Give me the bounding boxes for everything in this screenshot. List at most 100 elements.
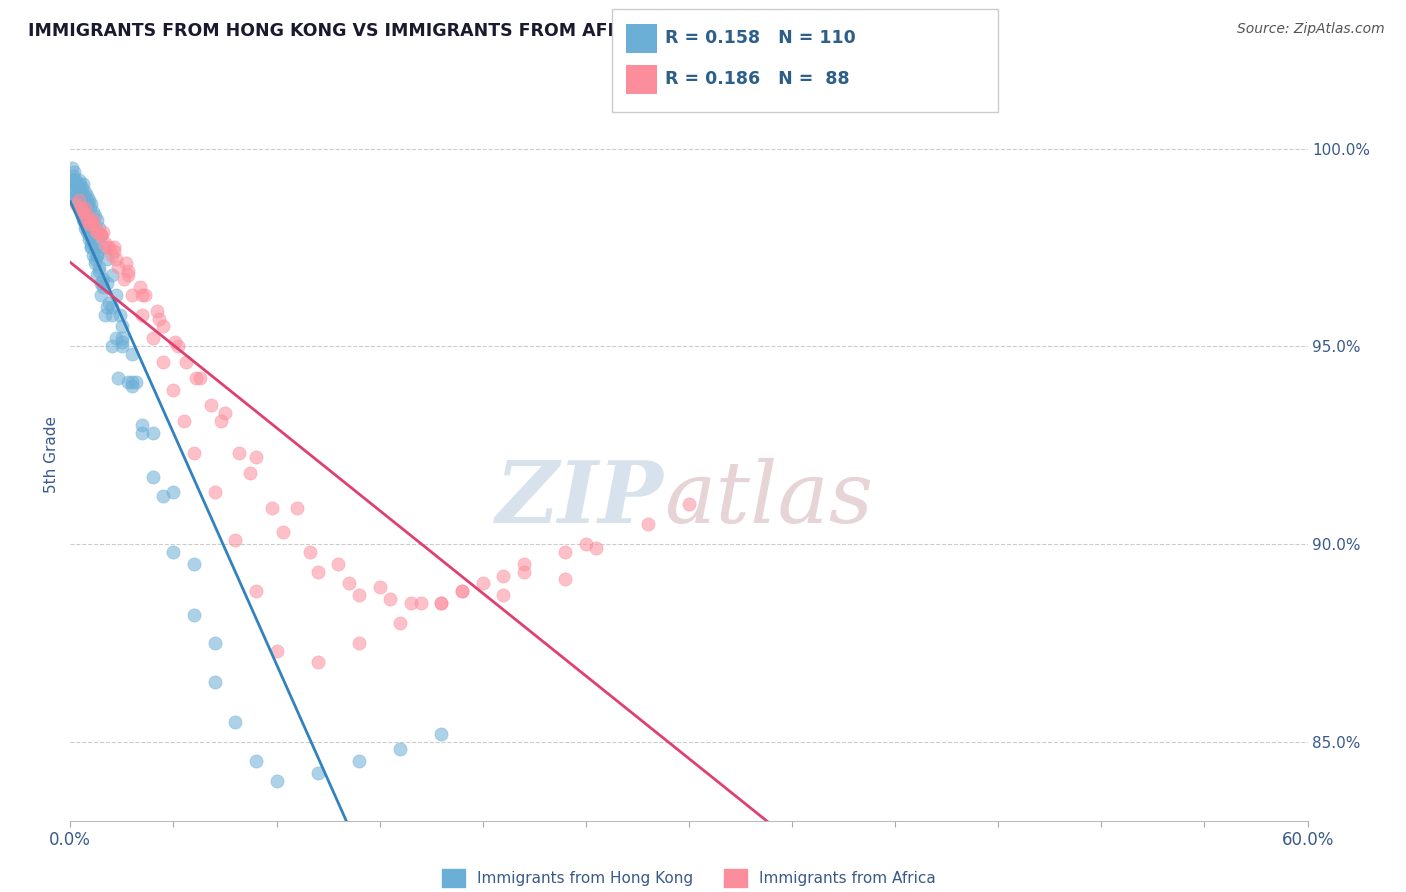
Point: [131, 418, 153, 433]
Point: [72, 177, 94, 191]
Point: [585, 541, 607, 555]
Point: [65, 173, 87, 187]
Text: ZIP: ZIP: [496, 457, 664, 541]
Point: [285, 501, 308, 516]
Point: [347, 588, 370, 602]
Point: [80, 225, 103, 239]
Point: [79, 201, 101, 215]
Point: [66, 181, 89, 195]
Point: [76, 197, 98, 211]
Point: [131, 308, 153, 322]
Point: [69, 201, 91, 215]
Point: [86, 225, 108, 239]
Point: [89, 220, 111, 235]
Point: [471, 576, 494, 591]
Point: [69, 185, 91, 199]
Point: [84, 220, 107, 235]
Text: IMMIGRANTS FROM HONG KONG VS IMMIGRANTS FROM AFRICA 5TH GRADE CORRELATION CHART: IMMIGRANTS FROM HONG KONG VS IMMIGRANTS …: [28, 22, 987, 40]
Point: [60, 161, 83, 176]
Point: [307, 565, 329, 579]
Point: [90, 228, 112, 243]
Point: [204, 636, 226, 650]
Point: [77, 193, 100, 207]
Point: [162, 383, 184, 397]
Point: [575, 537, 598, 551]
Point: [142, 331, 165, 345]
Point: [65, 193, 87, 207]
Point: [637, 517, 659, 532]
Point: [307, 766, 329, 780]
Point: [173, 414, 195, 428]
Point: [84, 209, 107, 223]
Point: [337, 576, 360, 591]
Point: [399, 596, 422, 610]
Point: [67, 197, 90, 211]
Point: [111, 339, 134, 353]
Point: [298, 545, 321, 559]
Point: [73, 212, 96, 227]
Point: [204, 675, 226, 690]
Text: R = 0.158   N = 110: R = 0.158 N = 110: [665, 29, 856, 47]
Point: [678, 497, 700, 511]
Point: [266, 643, 288, 657]
Point: [430, 726, 453, 740]
Point: [89, 260, 111, 274]
Point: [148, 311, 170, 326]
Point: [146, 303, 169, 318]
Point: [117, 268, 139, 282]
Point: [328, 557, 350, 571]
Point: [86, 212, 108, 227]
Point: [80, 236, 103, 251]
Point: [80, 228, 103, 243]
Point: [266, 774, 288, 789]
Point: [90, 287, 112, 301]
Point: [80, 240, 103, 254]
Point: [82, 204, 104, 219]
Point: [72, 209, 94, 223]
Point: [224, 533, 246, 547]
Point: [76, 189, 98, 203]
Point: [72, 204, 94, 219]
Point: [73, 201, 96, 215]
Point: [121, 287, 143, 301]
Text: R = 0.186   N =  88: R = 0.186 N = 88: [665, 70, 849, 88]
Point: [94, 236, 117, 251]
Text: Source: ZipAtlas.com: Source: ZipAtlas.com: [1237, 22, 1385, 37]
Point: [76, 212, 98, 227]
Point: [91, 225, 114, 239]
Point: [65, 189, 87, 203]
Point: [76, 209, 98, 223]
Point: [183, 608, 205, 623]
Text: atlas: atlas: [664, 458, 873, 541]
Point: [142, 469, 165, 483]
Point: [115, 256, 138, 270]
Point: [430, 596, 453, 610]
Point: [184, 371, 207, 385]
Point: [77, 217, 100, 231]
Point: [112, 272, 135, 286]
Point: [76, 225, 98, 239]
Point: [100, 300, 122, 314]
Point: [72, 201, 94, 215]
Point: [67, 193, 90, 207]
Point: [183, 446, 205, 460]
Point: [91, 280, 114, 294]
Point: [73, 189, 96, 203]
Point: [409, 596, 432, 610]
Point: [63, 181, 86, 195]
Point: [378, 592, 401, 607]
Y-axis label: 5th Grade: 5th Grade: [44, 417, 59, 493]
Point: [69, 201, 91, 215]
Point: [166, 339, 188, 353]
Point: [96, 300, 118, 314]
Point: [69, 204, 91, 219]
Point: [111, 331, 134, 345]
Point: [347, 636, 370, 650]
Point: [430, 596, 453, 610]
Point: [67, 201, 90, 215]
Point: [69, 201, 91, 215]
Point: [117, 264, 139, 278]
Point: [129, 280, 152, 294]
Point: [131, 287, 153, 301]
Point: [63, 165, 86, 179]
